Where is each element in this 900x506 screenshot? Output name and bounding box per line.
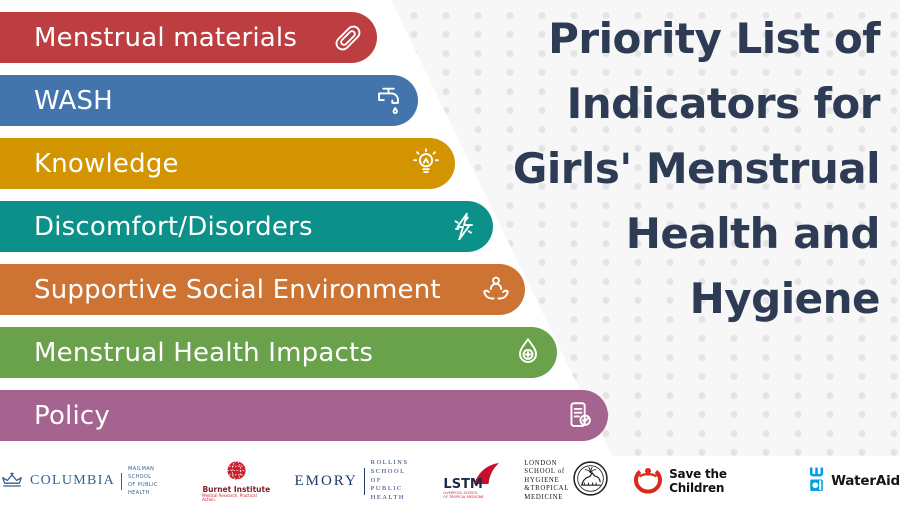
lstm-wordmark: LSTM xyxy=(443,477,483,492)
drop-plus-icon xyxy=(511,336,545,370)
lstm-sub-line: LIVERPOOL SCHOOL xyxy=(443,490,478,495)
bar-label: Policy xyxy=(34,400,110,431)
title-line: Indicators for xyxy=(566,79,881,128)
logo-divider xyxy=(121,472,123,490)
lshtm-line: &TROPICAL xyxy=(524,485,570,493)
columbia-crown-icon xyxy=(0,471,24,492)
emory-rollins-logo: EMORY ROLLINS SCHOOL OF PUBLIC HEALTH xyxy=(294,459,417,503)
lshtm-line: SCHOOL of xyxy=(524,468,565,476)
bar-policy: Policy xyxy=(0,390,608,441)
save-the-children-logo: Save the Children xyxy=(633,464,783,498)
document-check-icon xyxy=(562,399,596,433)
title-line: Health and xyxy=(625,209,881,258)
mailman-line: MAILMAN SCHOOL xyxy=(128,466,155,480)
burnet-institute-logo: Burnet Institute Medical Research. Pract… xyxy=(202,460,270,503)
wateraid-logo: WaterAid xyxy=(807,466,900,496)
lshtm-logo: LONDON SCHOOL of HYGIENE &TROPICAL MEDIC… xyxy=(524,460,609,502)
save-the-children-wordmark: Save the Children xyxy=(669,467,727,495)
bar-label: WASH xyxy=(34,85,113,116)
page-title: Priority List of Indicators for Girls' M… xyxy=(460,6,881,331)
logo-divider xyxy=(363,467,365,495)
lightbulb-icon xyxy=(409,147,443,181)
rollins-line: PUBLIC xyxy=(370,485,403,493)
lshtm-school-text: LONDON SCHOOL of HYGIENE &TROPICAL MEDIC… xyxy=(524,460,569,502)
bar-label: Menstrual Health Impacts xyxy=(34,337,374,368)
rollins-school-text: ROLLINS SCHOOL OF PUBLIC HEALTH xyxy=(371,459,418,503)
lstm-sail-icon xyxy=(473,462,500,485)
title-line: Hygiene xyxy=(689,274,881,323)
rollins-line: HEALTH xyxy=(370,494,405,502)
bar-menstrual-materials: Menstrual materials xyxy=(0,12,377,63)
pad-icon xyxy=(331,21,365,55)
hands-person-icon xyxy=(479,273,513,307)
bar-wash: WASH xyxy=(0,75,418,126)
mailman-school-text: MAILMAN SCHOOL OF PUBLIC HEALTH xyxy=(128,465,178,497)
faucet-icon xyxy=(372,84,406,118)
columbia-mailman-logo: COLUMBIA MAILMAN SCHOOL OF PUBLIC HEALTH xyxy=(0,465,178,497)
lstm-subtext: LIVERPOOL SCHOOL OF TROPICAL MEDICINE xyxy=(443,491,483,499)
rollins-line: SCHOOL OF xyxy=(370,467,406,484)
columbia-wordmark: COLUMBIA xyxy=(30,473,116,488)
partner-logo-strip: COLUMBIA MAILMAN SCHOOL OF PUBLIC HEALTH… xyxy=(0,456,900,506)
bar-knowledge: Knowledge xyxy=(0,138,455,189)
bar-label: Discomfort/Disorders xyxy=(34,211,313,242)
lshtm-line: HYGIENE xyxy=(524,476,560,484)
mailman-line: OF PUBLIC HEALTH xyxy=(128,482,158,496)
category-bars: Menstrual materials WASH xyxy=(0,12,608,453)
burnet-tagline: Medical Research. Practical Action. xyxy=(202,493,257,503)
burnet-globe-icon xyxy=(226,460,247,485)
title-line: Priority List of xyxy=(548,14,880,63)
emory-wordmark: EMORY xyxy=(294,472,358,489)
lshtm-line: LONDON xyxy=(524,459,558,467)
bar-discomfort-disorders: Discomfort/Disorders xyxy=(0,201,493,252)
rollins-line: ROLLINS xyxy=(370,458,409,466)
wateraid-wordmark: WaterAid xyxy=(831,473,900,489)
wateraid-mark-icon xyxy=(807,466,827,496)
bar-supportive-social-environment: Supportive Social Environment xyxy=(0,264,525,315)
title-line: Girls' Menstrual xyxy=(512,144,881,193)
bar-label: Knowledge xyxy=(34,148,179,179)
lstm-sub-line: OF TROPICAL MEDICINE xyxy=(443,494,484,499)
lstm-logo: LSTM LIVERPOOL SCHOOL OF TROPICAL MEDICI… xyxy=(441,462,500,500)
bar-label: Menstrual materials xyxy=(34,22,298,53)
burnet-wordmark: Burnet Institute xyxy=(202,484,271,494)
bar-label: Supportive Social Environment xyxy=(34,274,441,305)
lshtm-crest-icon xyxy=(572,460,609,501)
lshtm-line: MEDICINE xyxy=(524,493,564,501)
save-the-children-mark-icon xyxy=(633,464,663,498)
lightning-icon xyxy=(447,210,481,244)
bar-menstrual-health-impacts: Menstrual Health Impacts xyxy=(0,327,557,378)
